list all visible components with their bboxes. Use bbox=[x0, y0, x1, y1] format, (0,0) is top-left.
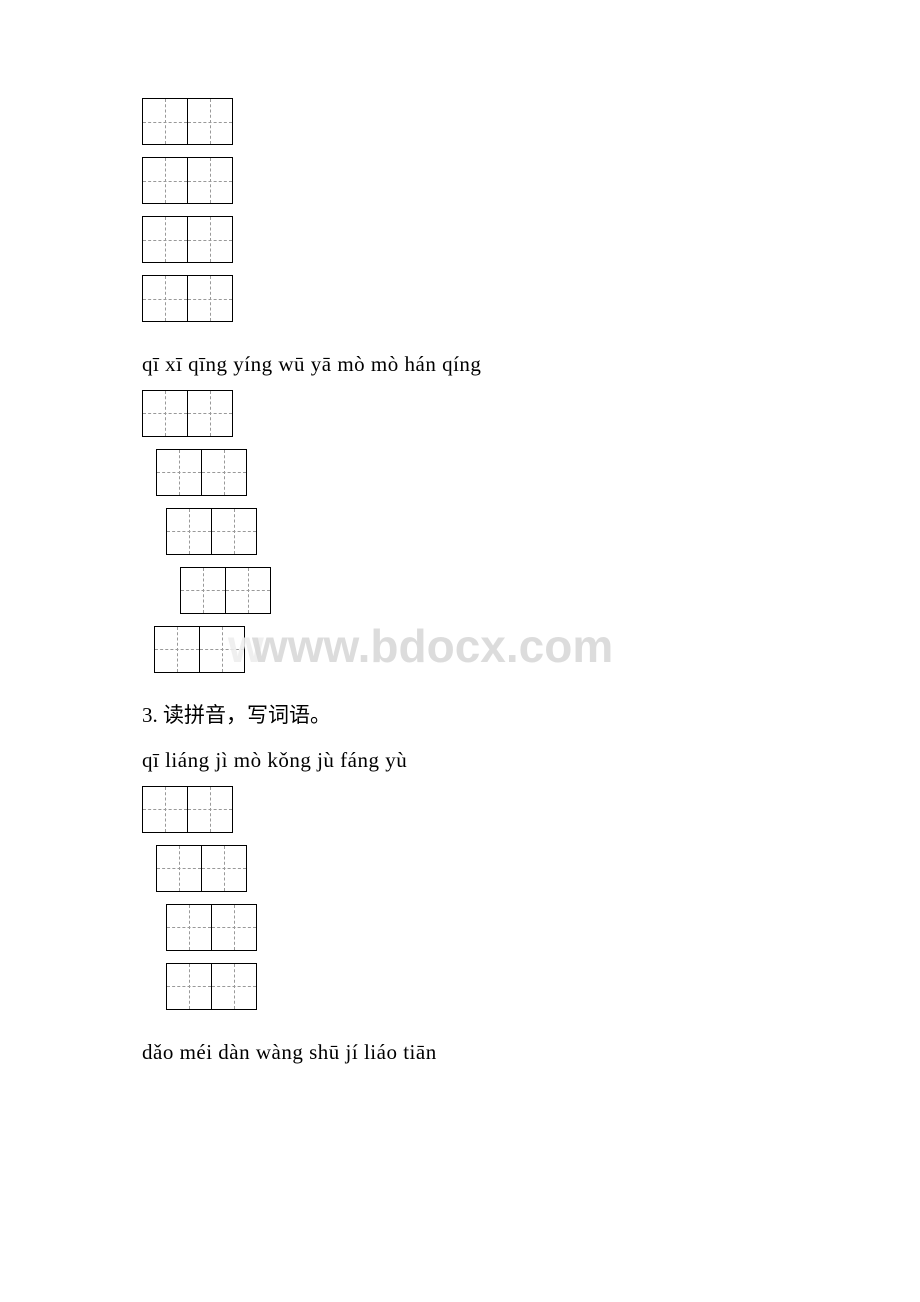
writing-box-row bbox=[142, 216, 780, 263]
tianzige-cell bbox=[188, 158, 232, 203]
tianzige-cell bbox=[200, 627, 244, 672]
writing-box-row bbox=[142, 275, 780, 322]
tianzige-cell bbox=[143, 158, 188, 203]
writing-box-row bbox=[166, 963, 780, 1010]
writing-box-row bbox=[166, 508, 780, 555]
tianzige-cell bbox=[212, 509, 256, 554]
tianzige-cell bbox=[188, 99, 232, 144]
writing-box-row bbox=[166, 904, 780, 951]
tianzige-cell bbox=[167, 905, 212, 950]
tianzige-cell bbox=[143, 391, 188, 436]
writing-box-row bbox=[142, 157, 780, 204]
tianzige-cell bbox=[181, 568, 226, 613]
tianzige-pair bbox=[142, 98, 233, 145]
tianzige-cell bbox=[188, 391, 232, 436]
tianzige-pair bbox=[142, 786, 233, 833]
writing-box-row bbox=[142, 786, 780, 833]
tianzige-cell bbox=[167, 509, 212, 554]
tianzige-pair bbox=[142, 216, 233, 263]
tianzige-cell bbox=[212, 964, 256, 1009]
tianzige-cell bbox=[155, 627, 200, 672]
tianzige-cell bbox=[157, 450, 202, 495]
question-3-heading: 3. 读拼音，写词语。 bbox=[142, 699, 780, 733]
document-content: qī xī qīng yíng wū yā mò mò hán qíng bbox=[142, 98, 780, 1077]
tianzige-pair bbox=[142, 275, 233, 322]
pinyin-text-line-2: qī liáng jì mò kǒng jù fáng yù bbox=[142, 744, 780, 778]
writing-box-row bbox=[156, 845, 780, 892]
writing-box-row bbox=[142, 98, 780, 145]
tianzige-pair bbox=[156, 845, 247, 892]
tianzige-pair bbox=[180, 567, 271, 614]
pinyin-text-line-3: dǎo méi dàn wàng shū jí liáo tiān bbox=[142, 1036, 780, 1070]
tianzige-cell bbox=[188, 276, 232, 321]
writing-box-row bbox=[142, 390, 780, 437]
tianzige-cell bbox=[157, 846, 202, 891]
tianzige-cell bbox=[143, 217, 188, 262]
tianzige-cell bbox=[202, 450, 246, 495]
tianzige-pair bbox=[142, 390, 233, 437]
tianzige-cell bbox=[143, 787, 188, 832]
tianzige-cell bbox=[188, 787, 232, 832]
tianzige-cell bbox=[226, 568, 270, 613]
tianzige-cell bbox=[143, 276, 188, 321]
writing-box-row bbox=[156, 449, 780, 496]
tianzige-cell bbox=[212, 905, 256, 950]
pinyin-text-line-1: qī xī qīng yíng wū yā mò mò hán qíng bbox=[142, 348, 780, 382]
tianzige-cell bbox=[202, 846, 246, 891]
tianzige-pair bbox=[166, 963, 257, 1010]
tianzige-pair bbox=[156, 449, 247, 496]
writing-box-row bbox=[180, 567, 780, 614]
tianzige-cell bbox=[167, 964, 212, 1009]
tianzige-cell bbox=[143, 99, 188, 144]
tianzige-pair bbox=[166, 904, 257, 951]
tianzige-pair bbox=[154, 626, 245, 673]
tianzige-cell bbox=[188, 217, 232, 262]
writing-box-row bbox=[154, 626, 780, 673]
tianzige-pair bbox=[166, 508, 257, 555]
tianzige-pair bbox=[142, 157, 233, 204]
